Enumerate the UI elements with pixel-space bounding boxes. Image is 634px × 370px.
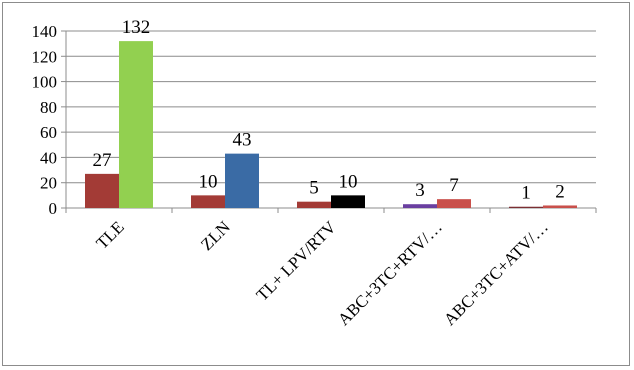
data-label: 10 (199, 171, 218, 192)
y-tick-label: 0 (49, 199, 58, 218)
data-label: 27 (93, 150, 112, 171)
bar (437, 199, 471, 208)
category-label: TLE (92, 217, 127, 252)
bar (543, 205, 577, 208)
bar (509, 206, 543, 208)
data-label: 3 (415, 180, 425, 201)
data-label: 10 (339, 171, 358, 192)
y-tick-label: 120 (32, 47, 58, 66)
bar (331, 195, 365, 208)
y-tick-label: 20 (40, 174, 57, 193)
data-label: 2 (555, 181, 565, 202)
data-label: 5 (309, 178, 319, 199)
y-tick-label: 40 (40, 148, 57, 167)
bar (119, 41, 153, 208)
category-label: TL+ LPV/RTV (253, 217, 341, 305)
y-tick-label: 140 (32, 22, 58, 41)
y-tick-label: 60 (40, 123, 57, 142)
data-label: 1 (521, 183, 531, 204)
category-label: ABC+3TC+ATV/… (440, 217, 552, 329)
y-tick-label: 100 (32, 73, 58, 92)
bar (225, 153, 259, 208)
data-label: 132 (122, 17, 151, 38)
y-tick-label: 80 (40, 98, 57, 117)
bar (85, 173, 119, 208)
data-label: 7 (449, 175, 459, 196)
category-label: ZLN (197, 217, 234, 254)
category-label: ABC+3TC+RTV/… (334, 217, 446, 329)
bar (403, 204, 437, 208)
bar (297, 201, 331, 208)
data-label: 43 (233, 130, 252, 151)
bar (191, 195, 225, 208)
